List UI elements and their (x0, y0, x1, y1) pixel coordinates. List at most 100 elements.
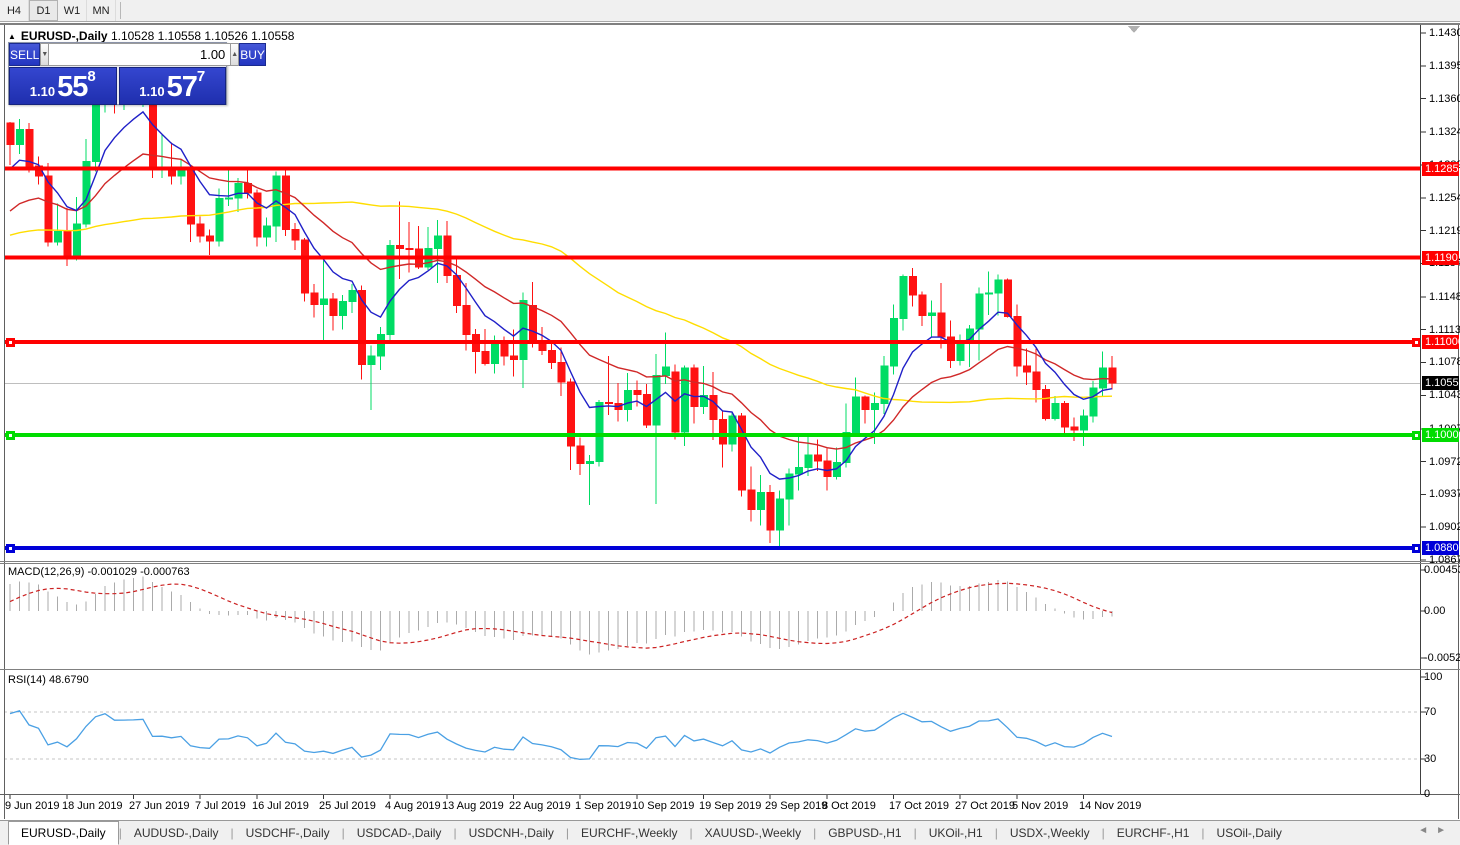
timeframe-button-mn[interactable]: MN (87, 0, 116, 21)
macd-scale-label: 0.00 (1424, 605, 1446, 617)
tab-usdx-weekly[interactable]: USDX-,Weekly (1009, 826, 1090, 840)
candle-body (54, 230, 62, 243)
candle-body (1032, 371, 1041, 391)
candle-body (377, 333, 385, 357)
tab-ukoil-h1[interactable]: UKOil-,H1 (928, 826, 983, 840)
price-axis-tick-label[interactable]: 1.10780 (1429, 356, 1460, 368)
candle-body (690, 367, 699, 407)
tab-gbpusd-h1[interactable]: GBPUSD-,H1 (828, 826, 902, 840)
tab-eurchf-weekly[interactable]: EURCHF-,Weekly (581, 826, 678, 840)
candle-body (310, 292, 319, 305)
candle-body (291, 229, 300, 241)
price-axis-tick-label[interactable]: 1.09020 (1429, 521, 1460, 533)
price-axis-tick-label[interactable]: 1.14300 (1429, 27, 1460, 39)
candle-body (671, 371, 680, 433)
price-axis-tick-label[interactable]: 1.09370 (1429, 488, 1460, 500)
candle-body (852, 396, 860, 434)
tab-audusd-daily[interactable]: AUDUSD-,Daily (133, 826, 219, 840)
candle-body (586, 461, 594, 465)
candle-body (491, 342, 499, 364)
auto-scroll-marker-icon[interactable] (1128, 26, 1140, 33)
timeframe-button-d1[interactable]: D1 (29, 0, 58, 21)
price-axis-tick-label[interactable]: 1.12190 (1429, 225, 1460, 237)
tab-eurusd-daily[interactable]: EURUSD-,Daily (8, 821, 119, 845)
candle-body (633, 390, 642, 395)
tab-usoil-daily[interactable]: USOil-,Daily (1216, 826, 1282, 840)
candle-body (405, 247, 414, 250)
timeframe-button-h4[interactable]: H4 (0, 0, 29, 21)
candle-body (1004, 279, 1012, 318)
candle-body (16, 128, 24, 145)
candle-body (367, 355, 376, 365)
price-axis-tick-label[interactable]: 1.11480 (1429, 291, 1460, 303)
tab-separator: | (1201, 826, 1205, 840)
tab-separator: | (994, 826, 998, 840)
candle-body (1080, 415, 1088, 431)
volume-decrease-button[interactable]: ▼ (40, 43, 50, 66)
price-axis-tick-label[interactable]: 1.13240 (1429, 126, 1460, 138)
candle-body (985, 292, 993, 295)
tab-separator: | (1101, 826, 1105, 840)
price-axis-tick-label[interactable]: 1.11130 (1429, 324, 1460, 336)
candle-body (6, 122, 15, 145)
tab-eurchf-h1[interactable]: EURCHF-,H1 (1116, 826, 1190, 840)
chart-tab-bar: EURUSD-,Daily | AUDUSD-,Daily | USDCHF-,Dail… (0, 820, 1460, 845)
candle-body (814, 454, 822, 462)
price-axis-tick-label[interactable]: 1.13950 (1429, 60, 1460, 72)
rsi-scale-label: 0 (1424, 788, 1431, 800)
tab-usdcad-daily[interactable]: USDCAD-,Daily (356, 826, 442, 840)
candle-body (1051, 403, 1060, 420)
buy-price-display[interactable]: 1.10 57 7 (118, 67, 226, 105)
candle-body (928, 312, 936, 317)
tab-usdcnh-daily[interactable]: USDCNH-,Daily (468, 826, 554, 840)
candle-body (82, 160, 91, 225)
candle-body (282, 175, 290, 231)
trade-panel-top-row: SELL ▼ ▲ BUY (9, 43, 266, 66)
candle-body (747, 489, 756, 510)
sell-button[interactable]: SELL (9, 43, 41, 66)
candles (6, 49, 1117, 549)
candle-body (595, 402, 604, 463)
candle-body (899, 275, 908, 320)
candle-body (510, 355, 518, 361)
tab-xauusd-weekly[interactable]: XAUUSD-,Weekly (704, 826, 802, 840)
candle-body (624, 390, 632, 410)
tab-scroll-right-icon[interactable]: ► (1436, 825, 1454, 836)
candle-body (1089, 387, 1098, 417)
candle-body (861, 396, 870, 410)
rsi-plot[interactable] (4, 710, 1420, 761)
price-axis-tick-label[interactable]: 1.12540 (1429, 192, 1460, 204)
buy-price-prefix: 1.10 (139, 84, 165, 99)
tab-scroll-left-icon[interactable]: ◄ (1418, 825, 1437, 836)
candle-body (234, 183, 243, 199)
date-axis-label: 17 Oct 2019 (889, 800, 949, 812)
tab-separator: | (913, 826, 917, 840)
buy-price-big: 57 (166, 71, 198, 103)
candle-body (320, 298, 328, 305)
rsi-name: RSI(14) (8, 674, 46, 686)
rsi-indicator-label: RSI(14) 48.6790 (8, 674, 89, 686)
window-collapse-icon[interactable]: ▲ (8, 32, 16, 41)
macd-plot[interactable] (9, 576, 1113, 655)
tab-usdchf-daily[interactable]: USDCHF-,Daily (245, 826, 330, 840)
candle-body (766, 492, 775, 531)
buy-price-pipette: 7 (196, 68, 206, 85)
price-axis-tick-label[interactable]: 1.13600 (1429, 93, 1460, 105)
macd-name: MACD(12,26,9) (8, 566, 85, 578)
sell-price-display[interactable]: 1.10 55 8 (9, 67, 117, 105)
level-handle-dot (1415, 340, 1418, 344)
price-axis-tick-label[interactable]: 1.08670 (1429, 554, 1460, 566)
price-axis-tick-label[interactable]: 1.10430 (1429, 389, 1460, 401)
timeframe-button-w1[interactable]: W1 (58, 0, 87, 21)
main-chart-plot[interactable] (4, 49, 1420, 549)
price-axis-tick-label[interactable]: 1.09720 (1429, 456, 1460, 468)
volume-input[interactable] (49, 43, 231, 66)
buy-button[interactable]: BUY (239, 43, 266, 66)
level-handle-dot (9, 340, 12, 344)
candle-body (757, 492, 765, 510)
toolbar-separator (120, 2, 121, 19)
candle-body (1042, 389, 1050, 420)
volume-increase-button[interactable]: ▲ (230, 43, 240, 66)
